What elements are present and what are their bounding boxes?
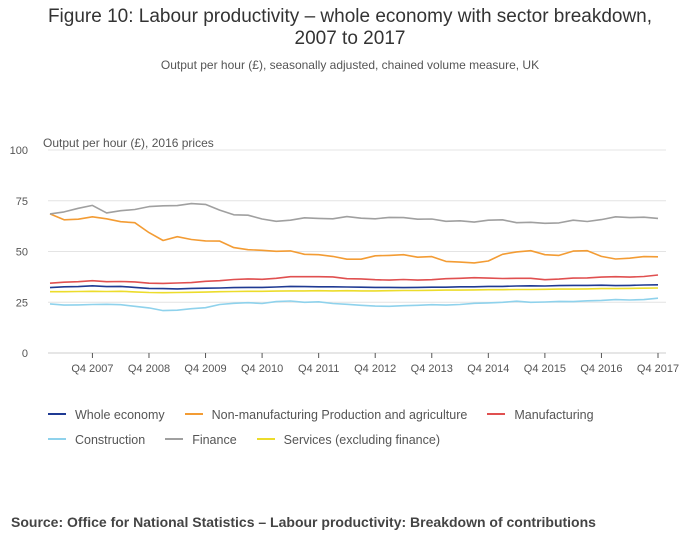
series-line-construction	[49, 297, 659, 312]
x-tick-label: Q4 2013	[411, 363, 453, 375]
x-tick-label: Q4 2015	[524, 363, 566, 375]
x-tick-label: Q4 2009	[184, 363, 226, 375]
y-tick-label: 75	[16, 196, 28, 208]
legend-swatch	[48, 437, 66, 440]
x-tick-label: Q4 2010	[241, 363, 283, 375]
chart-title-line-2: 2007 to 2017	[294, 28, 406, 49]
y-tick-label: 25	[16, 297, 28, 309]
legend-row: Whole economy Non-manufacturing Productio…	[48, 408, 614, 433]
chart-legend: Whole economy Non-manufacturing Productio…	[48, 408, 614, 458]
x-tick-label: Q4 2017	[637, 363, 679, 375]
legend-label: Construction	[75, 433, 146, 447]
series-line-services-excluding-finance	[50, 287, 659, 294]
legend-label: Manufacturing	[514, 408, 594, 422]
legend-label: Finance	[192, 433, 237, 447]
series-line-whole-economy	[49, 284, 659, 290]
y-tick-label: 0	[22, 348, 28, 360]
legend-item[interactable]: Manufacturing	[487, 408, 594, 422]
legend-swatch	[487, 412, 506, 415]
legend-label: Non-manufacturing Production and agricul…	[211, 408, 468, 422]
legend-swatch	[165, 437, 184, 440]
chart-subtitle: Output per hour (£), seasonally adjusted…	[160, 58, 540, 72]
x-tick-label: Q4 2008	[128, 363, 170, 375]
legend-item[interactable]: Finance	[165, 433, 237, 447]
legend-row: Construction Finance Services (excluding f…	[48, 433, 614, 458]
legend-label: Whole economy	[75, 408, 165, 422]
legend-item[interactable]: Non-manufacturing Production and agricul…	[184, 408, 468, 422]
x-tick-label: Q4 2012	[354, 363, 396, 375]
chart-title: Figure 10: Labour productivity – whole e…	[0, 6, 700, 50]
y-axis-label: Output per hour (£), 2016 prices	[43, 136, 214, 150]
chart-title-line-1: Figure 10: Labour productivity – whole e…	[47, 6, 653, 27]
y-tick-label: 50	[16, 247, 28, 259]
x-tick-label: Q4 2007	[71, 363, 113, 375]
legend-label: Services (excluding finance)	[283, 433, 440, 447]
legend-swatch	[184, 412, 203, 415]
legend-item[interactable]: Whole economy	[48, 408, 165, 422]
source-note: Source: Office for National Statistics –…	[11, 514, 596, 530]
x-tick-label: Q4 2016	[580, 363, 622, 375]
x-tick-label: Q4 2014	[467, 363, 509, 375]
legend-swatch	[256, 437, 275, 440]
legend-item[interactable]: Services (excluding finance)	[256, 433, 440, 447]
series-line-manufacturing	[49, 274, 659, 285]
legend-swatch	[48, 412, 66, 415]
y-tick-label: 100	[10, 145, 28, 157]
x-tick-label: Q4 2011	[298, 363, 339, 375]
series-line-finance	[49, 202, 659, 225]
legend-item[interactable]: Construction	[48, 433, 145, 447]
line-chart: Output per hour (£), 2016 prices 0 25 50 75 1…	[10, 136, 679, 375]
series-line-non-manufacturing-production-and-agriculture	[49, 213, 659, 264]
